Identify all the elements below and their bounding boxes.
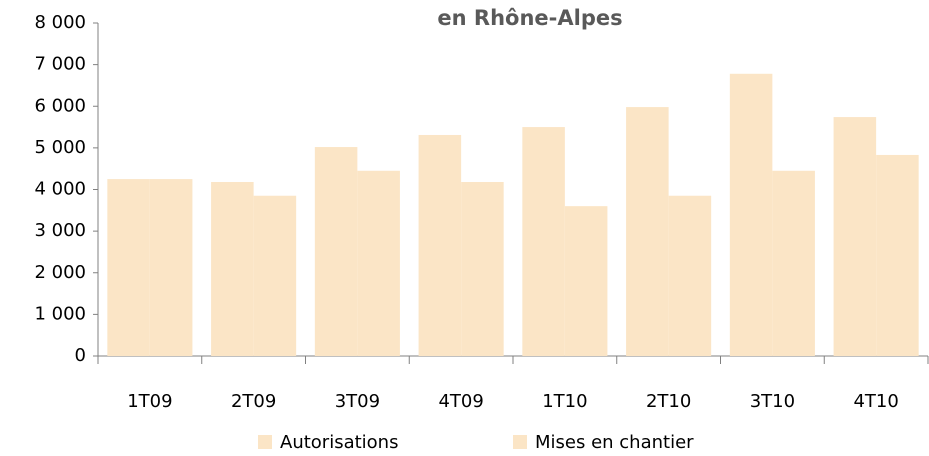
x-tick-label: 4T09 — [438, 391, 483, 412]
bar — [211, 182, 254, 356]
y-tick-label: 8 000 — [34, 12, 86, 33]
legend-label: Autorisations — [280, 432, 398, 453]
legend-swatch — [258, 435, 272, 449]
bar — [107, 179, 150, 356]
y-tick-label: 1 000 — [34, 303, 86, 324]
y-tick-label: 0 — [75, 345, 86, 366]
bar — [772, 170, 815, 356]
x-tick-label: 1T10 — [542, 391, 587, 412]
bar — [833, 117, 877, 356]
x-tick-label: 2T10 — [646, 391, 691, 412]
x-tick-label: 3T10 — [750, 391, 795, 412]
x-tick-label: 3T09 — [335, 391, 380, 412]
bar — [253, 195, 297, 356]
y-tick-label: 2 000 — [34, 262, 86, 283]
bar — [626, 107, 669, 357]
chart-title: en Rhône-Alpes — [437, 6, 622, 30]
x-tick-label: 1T09 — [127, 391, 172, 412]
y-tick-label: 7 000 — [34, 54, 86, 75]
bar — [668, 195, 712, 356]
y-tick-label: 6 000 — [34, 95, 86, 116]
x-tick-label: 4T10 — [853, 391, 898, 412]
bar — [461, 182, 504, 356]
bar — [522, 127, 565, 356]
bar — [564, 206, 608, 356]
bar — [729, 73, 773, 356]
bar — [357, 170, 400, 356]
bar — [876, 154, 919, 356]
bar — [149, 179, 193, 356]
x-tick-label: 2T09 — [231, 391, 276, 412]
bar — [418, 134, 462, 356]
y-tick-label: 3 000 — [34, 220, 86, 241]
bar — [314, 147, 358, 356]
legend-swatch — [513, 435, 527, 449]
legend-label: Mises en chantier — [535, 432, 694, 453]
y-tick-label: 5 000 — [34, 137, 86, 158]
y-tick-label: 4 000 — [34, 179, 86, 200]
